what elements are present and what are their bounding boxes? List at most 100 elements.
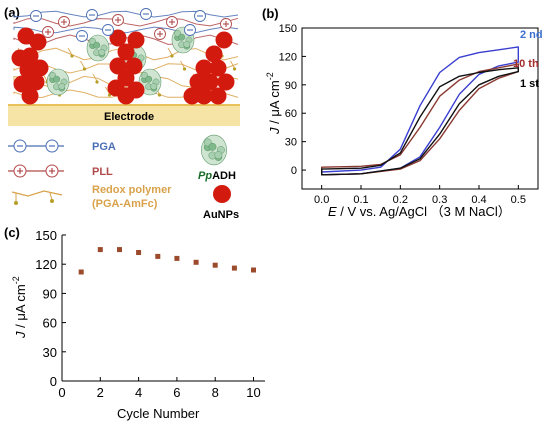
aunp-particle [27, 73, 45, 91]
minus-icon [86, 9, 98, 21]
stability-x-tick-label: 8 [212, 385, 219, 400]
ferrocene-dot [232, 67, 237, 71]
aunp-particle [217, 73, 235, 91]
aunp-particle [13, 75, 31, 93]
cv-curve-1st [321, 67, 519, 176]
cv-axis-ticks: 0.0 0.1 0.2 0.3 0.4 0.5 0 30 60 90 120 150 [279, 23, 526, 206]
minus-icon [76, 30, 88, 42]
stability-data-point [193, 259, 199, 265]
stability-data-point [78, 269, 84, 275]
minus-icon [184, 24, 196, 36]
ferrocene-icon [50, 199, 54, 203]
redox-legend-label: Redox polymer [92, 184, 172, 196]
redox-link [105, 86, 110, 95]
aunp-particle [31, 59, 49, 77]
minus-icon [102, 24, 114, 36]
aunp-legend-label: AuNPs [203, 209, 239, 221]
ferrocene-dot [157, 93, 162, 97]
stability-x-tick-label: 6 [173, 385, 180, 400]
redox-link [80, 60, 85, 69]
minus-icon [30, 10, 42, 22]
aunp-particle [117, 43, 135, 61]
aunp-particle [209, 59, 227, 77]
cv-x-tick-label: 0.4 [471, 194, 486, 206]
ferrocene-icon [14, 201, 18, 205]
panel-c-label: (c) [4, 225, 20, 240]
aunp-particle [215, 31, 233, 49]
stability-y-tick-label: 30 [43, 345, 57, 360]
stability-axis-ticks: 0 2 4 6 8 10 0 30 60 90 120 150 [35, 228, 260, 400]
cv-y-axis-label: J / μA cm-2 [265, 72, 282, 135]
stability-x-tick-label: 10 [246, 385, 260, 400]
stability-data-point [251, 267, 256, 273]
aunp-particle [127, 31, 145, 49]
cv-x-tick-label: 0.3 [432, 194, 447, 206]
enzyme-cluster [138, 68, 162, 96]
pga-legend-label: PGA [92, 141, 116, 153]
electrode-top-edge [8, 104, 240, 106]
pll-legend-label: PLL [92, 166, 113, 178]
stability-y-axis-label: J / μA cm-2 [11, 276, 28, 339]
stability-chart: 0 2 4 6 8 10 0 30 60 90 120 150 Cycle Number J / μA… [11, 228, 265, 421]
aunp-particle [117, 69, 135, 87]
stability-x-tick-label: 2 [97, 385, 104, 400]
stability-data-point [212, 262, 218, 268]
schematic-panel-a: Electrode PGA PLL Redox polym [8, 8, 240, 221]
cv-x-tick-label: 0.0 [314, 194, 329, 206]
cv-curves [321, 46, 519, 176]
enzyme-cluster [201, 134, 227, 166]
aunp-particle [109, 29, 127, 47]
electrode-label: Electrode [104, 111, 154, 123]
aunp-particle [205, 45, 223, 63]
redox-link [180, 60, 185, 69]
redox-legend-sublabel: (PGA-AmFc) [92, 198, 158, 210]
aunp-stacks [11, 27, 235, 105]
aunp-particle [125, 57, 143, 75]
cv-y-tick-label: 90 [285, 80, 297, 92]
stability-points [78, 247, 256, 275]
redox-legend-line [11, 190, 63, 197]
plus-icon [166, 16, 178, 28]
ferrocene-dot [95, 80, 99, 84]
enzyme-legend-label: PpADH [198, 170, 236, 182]
redox-link [67, 47, 73, 56]
cv-y-tick-label: 150 [279, 23, 297, 35]
stability-y-tick-label: 120 [35, 257, 57, 272]
cv-legend-10th: 10 th [513, 58, 539, 70]
stability-data-point [117, 247, 122, 253]
stability-y-tick-label: 60 [43, 316, 57, 331]
ferrocene-dot [170, 54, 174, 58]
stability-data-point [97, 247, 103, 253]
stability-data-point [155, 253, 161, 259]
cv-x-tick-label: 0.5 [511, 194, 526, 206]
cv-x-axis-label: E / V vs. Ag/AgCl （3 M NaCl） [328, 204, 511, 219]
enzyme-legend-icon [201, 134, 227, 166]
aunp-particle [17, 27, 35, 45]
aunp-particle [109, 57, 127, 75]
aunp-particle [195, 59, 213, 77]
stability-data-point [136, 250, 142, 255]
stability-y-tick-label: 90 [43, 286, 57, 301]
aunp-particle [189, 73, 207, 91]
ferrocene-dot [70, 54, 74, 58]
cv-legend-1st: 1 st [520, 78, 539, 90]
aunp-particle [209, 87, 227, 105]
ferrocene-dot [182, 67, 187, 71]
aunp-particle [183, 87, 201, 105]
cv-curve-2nd [321, 46, 519, 176]
plus-icon [42, 26, 54, 38]
panel-b-label: (b) [262, 6, 279, 21]
electrode-bar [8, 104, 240, 126]
aunp-particle [201, 73, 219, 91]
ferrocene-dot [82, 67, 87, 71]
redox-link [92, 73, 98, 82]
cv-y-tick-label: 120 [279, 51, 297, 63]
stability-x-axis-label: Cycle Number [117, 406, 200, 421]
minus-icon [194, 10, 206, 22]
plus-icon [112, 14, 124, 26]
stability-y-tick-label: 0 [50, 374, 57, 389]
aunp-particle [127, 81, 145, 99]
stability-x-tick-label: 0 [58, 385, 65, 400]
schematic-legend: PGA PLL Redox polymer (PGA-AmFc) PpADH A… [8, 134, 239, 221]
cv-y-tick-label: 60 [285, 108, 297, 120]
